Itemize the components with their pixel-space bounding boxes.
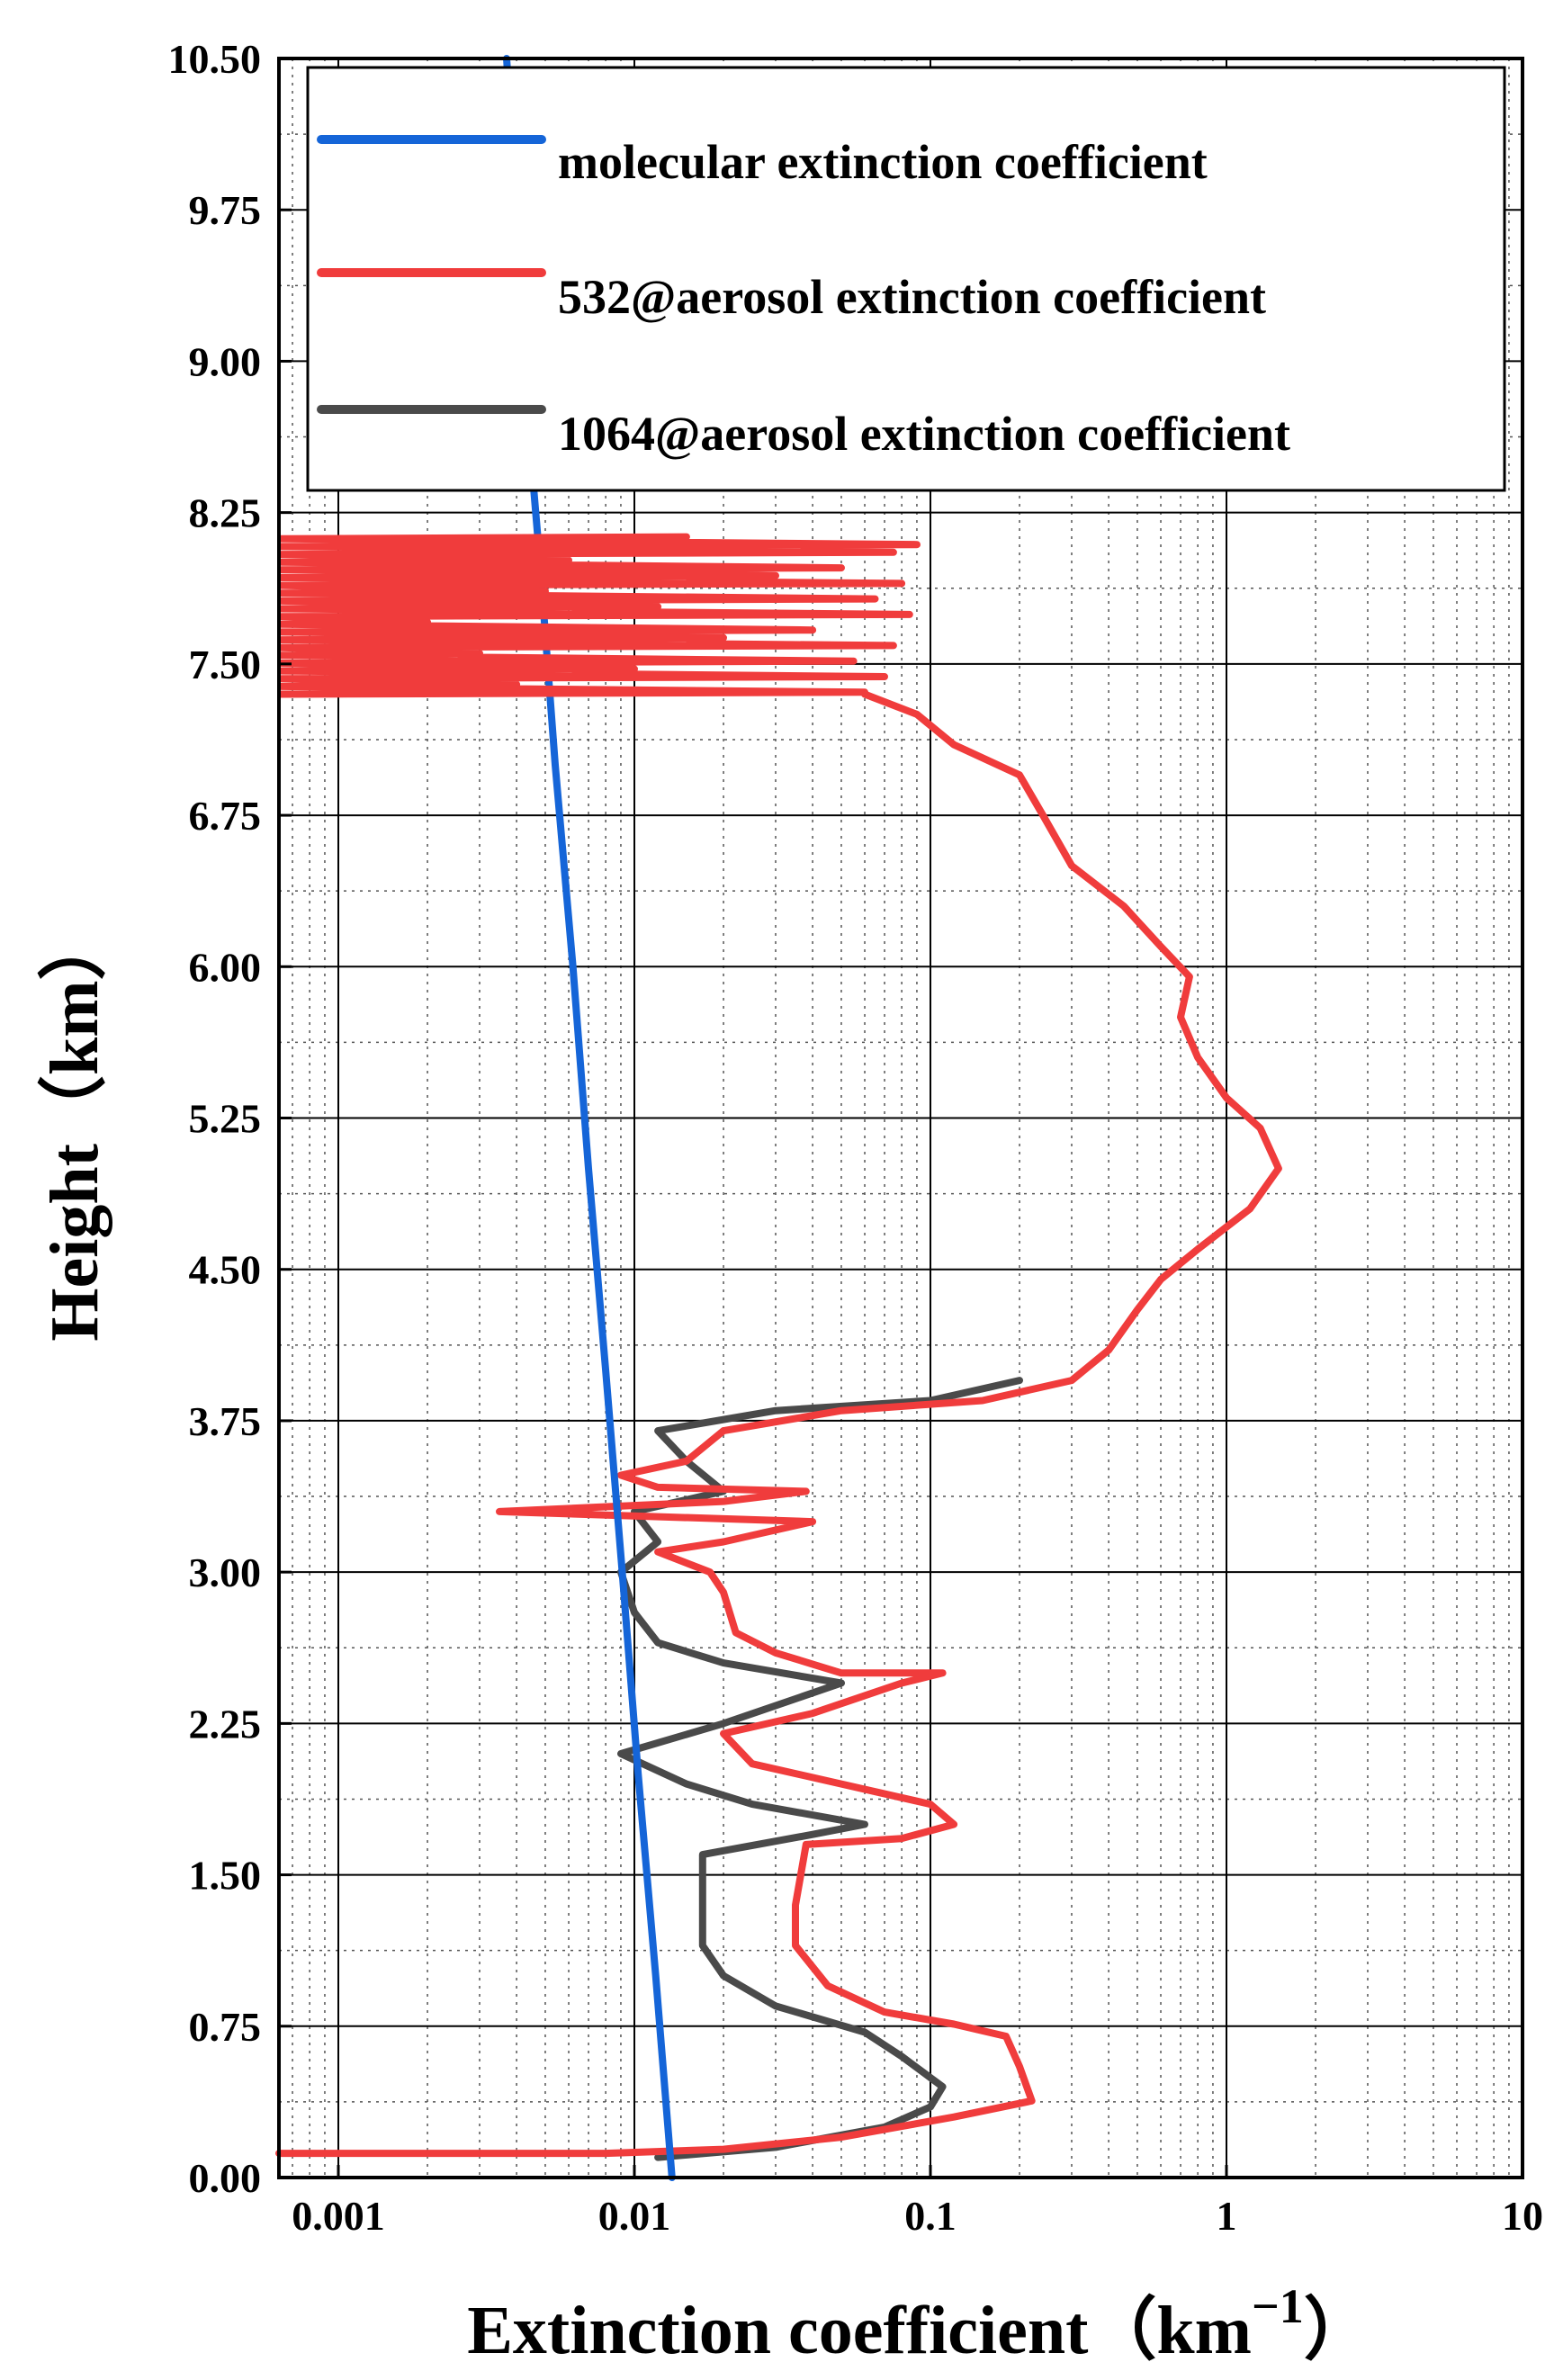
x-tick-label: 10 [1502, 2193, 1543, 2239]
x-axis: 0.001 0.01 0.1 1 10 [292, 2165, 1543, 2239]
y-tick-label: 0.00 [189, 2155, 262, 2201]
x-axis-title-main: Extinction coefficient（km [467, 2293, 1252, 2368]
x-axis-title-suffix: ） [1304, 2293, 1372, 2368]
grid [279, 58, 1523, 2178]
y-tick-label: 10.50 [168, 36, 262, 82]
x-tick-label: 1 [1217, 2193, 1237, 2239]
y-tick-label: 0.75 [189, 2004, 262, 2050]
y-tick-label: 8.25 [189, 490, 262, 536]
y-tick-label: 4.50 [189, 1247, 262, 1293]
y-tick-label: 6.00 [189, 944, 262, 990]
y-tick-label: 1.50 [189, 1853, 262, 1899]
x-tick-label: 0.1 [904, 2193, 957, 2239]
y-axis: 0.00 0.75 1.50 2.25 3.00 3.75 4.50 5.25 6.00 6.75… [168, 36, 292, 2201]
x-axis-title: Extinction coefficient（km−1） [467, 2279, 1372, 2368]
x-tick-label: 0.01 [598, 2193, 671, 2239]
y-tick-label: 9.00 [189, 338, 262, 384]
y-tick-label: 2.25 [189, 1701, 262, 1747]
legend-label-molecular: molecular extinction coefficient [558, 135, 1208, 189]
y-axis-title: Height（km） [37, 912, 112, 1341]
x-tick-label: 0.001 [292, 2193, 385, 2239]
y-tick-label: 3.75 [189, 1398, 262, 1444]
y-tick-label: 6.75 [189, 793, 262, 839]
series-line-532-spikes [277, 533, 921, 698]
legend: molecular extinction coefficient 532@aer… [306, 66, 1506, 492]
legend-label-532: 532@aerosol extinction coefficient [558, 270, 1266, 324]
y-tick-label: 5.25 [189, 1096, 262, 1142]
y-tick-label: 9.75 [189, 187, 262, 233]
y-tick-label: 7.50 [189, 642, 262, 687]
x-axis-title-superscript: −1 [1252, 2279, 1304, 2333]
legend-label-1064: 1064@aerosol extinction coefficient [558, 407, 1290, 461]
y-tick-label: 3.00 [189, 1549, 262, 1595]
series-line-532-aerosol [275, 690, 1282, 2158]
